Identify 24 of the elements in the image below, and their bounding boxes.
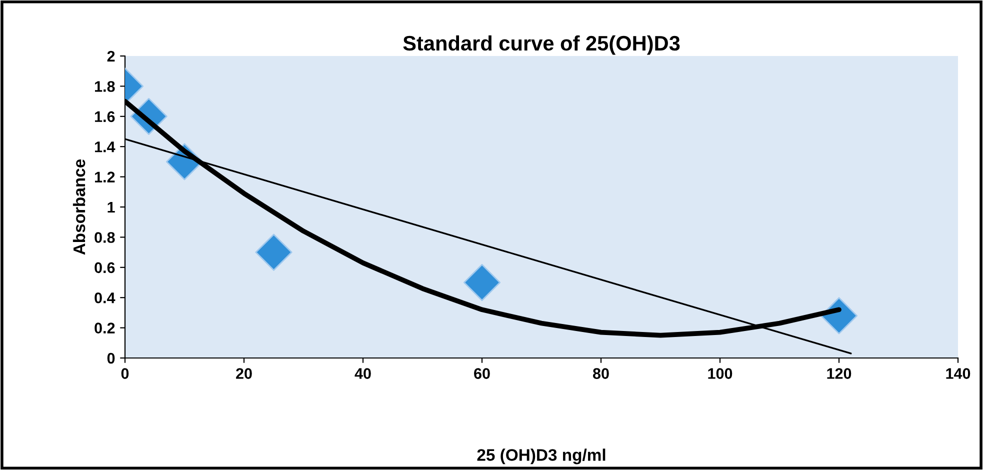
y-tick-label: 1.4: [95, 142, 116, 152]
x-tick-label: 100: [708, 368, 732, 379]
y-tick-label: 1.6: [95, 111, 115, 122]
y-tick-label: 0.4: [94, 292, 116, 304]
x-axis-title: 25 (OH)D3 ng/ml: [477, 448, 606, 464]
point: [255, 234, 292, 271]
y-tick-label: 0.2: [94, 322, 115, 334]
y-axis-title: Absorbance: [72, 159, 86, 255]
x-tick-label: 40: [354, 368, 371, 379]
x-tick-label: 80: [592, 368, 609, 379]
y-tick-label: 2: [107, 50, 115, 62]
x-tick-label: 120: [827, 368, 852, 379]
x-tick-label: 0: [121, 368, 129, 379]
chart-title: Standard curve of 25(OH)D3: [403, 35, 680, 55]
y-tick-label: 0: [107, 352, 115, 364]
point: [463, 264, 501, 302]
x-tick-label: 140: [946, 368, 970, 379]
y-tick-label: 1: [108, 202, 115, 213]
x-tick-label: 60: [474, 368, 490, 379]
y-tick-label: 0.6: [94, 262, 115, 274]
x-tick-label: 20: [236, 368, 252, 379]
y-tick-label: 0.8: [94, 232, 115, 243]
y-tick-label: 1.8: [95, 81, 115, 92]
y-tick-label: 1.2: [95, 172, 115, 182]
